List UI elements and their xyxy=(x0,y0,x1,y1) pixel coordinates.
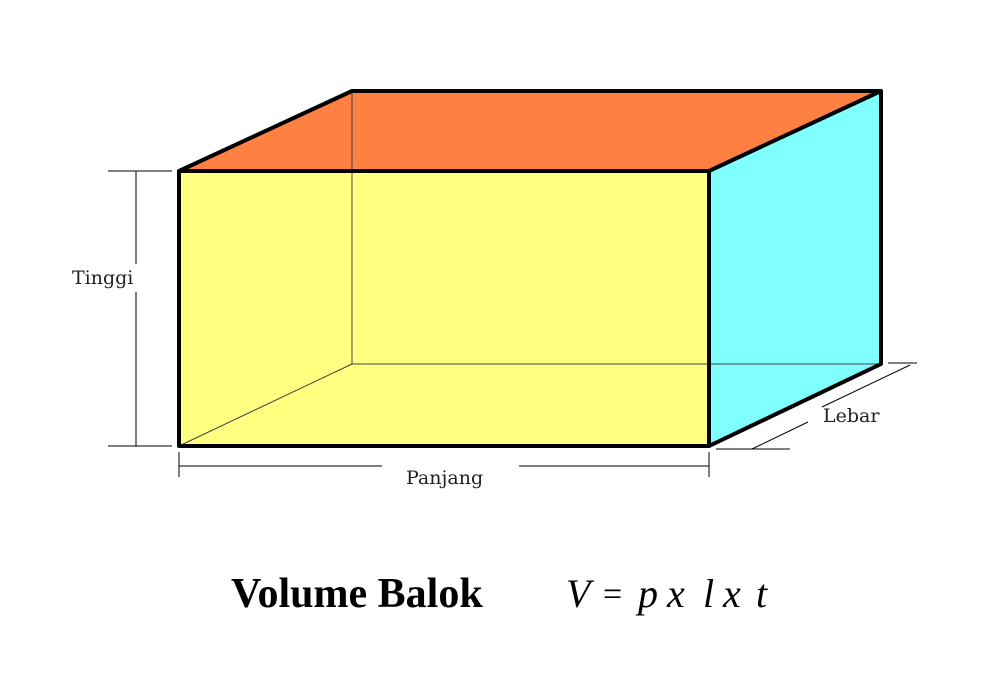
formula-times-2: x xyxy=(722,571,741,616)
height-dimension xyxy=(108,170,172,447)
hidden-edges xyxy=(178,91,881,447)
formula-equals: = xyxy=(603,576,622,613)
formula-l: l xyxy=(703,571,714,616)
width-label: Lebar xyxy=(823,405,880,427)
volume-formula: V = p x l x t xyxy=(566,571,768,616)
width-dim-line-lower xyxy=(751,421,809,450)
formula-times-1: x xyxy=(666,571,685,616)
width-dimension xyxy=(716,362,917,450)
title: Volume Balok xyxy=(231,571,483,617)
formula-p: p xyxy=(635,571,658,616)
length-dimension xyxy=(178,452,710,477)
side-face xyxy=(709,91,881,446)
top-face xyxy=(179,91,881,171)
visible-edges xyxy=(177,89,883,448)
formula-v: V xyxy=(566,571,595,616)
formula-t: t xyxy=(756,571,768,616)
hidden-edge-depth xyxy=(178,363,353,447)
front-face xyxy=(179,171,709,446)
length-label: Panjang xyxy=(406,467,483,489)
top-face-outline xyxy=(178,89,883,173)
width-dim-line-upper xyxy=(821,364,911,408)
side-face-outline xyxy=(708,91,883,448)
height-label: Tinggi xyxy=(72,267,133,289)
